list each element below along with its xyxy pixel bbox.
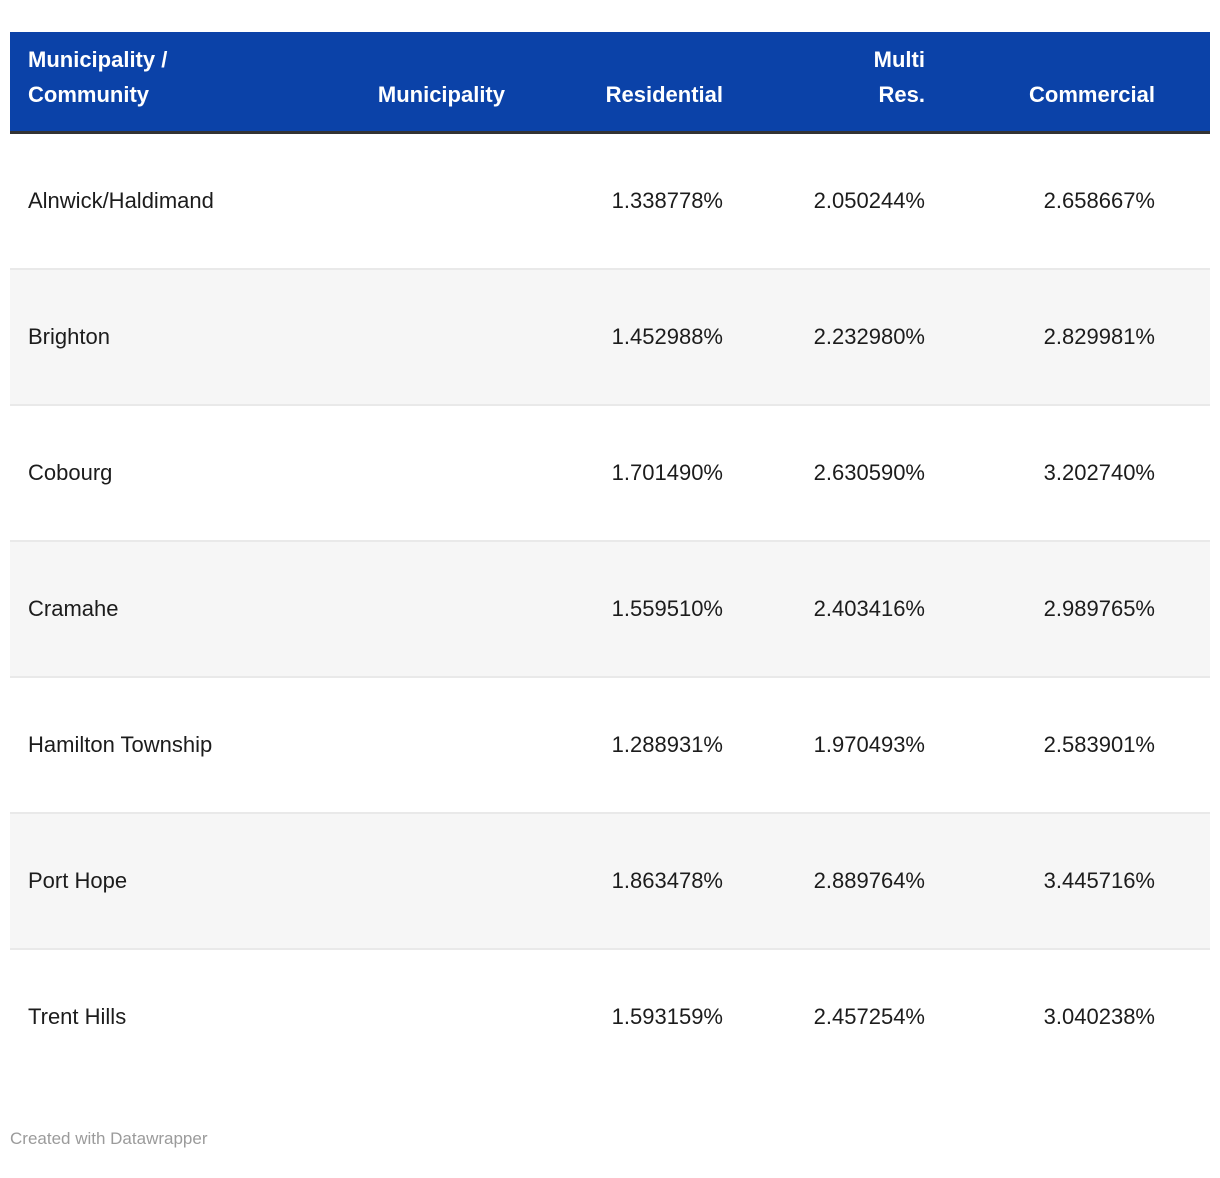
table-row: Hamilton Township 1.288931% 1.970493% 2.… [10,675,1210,813]
cell-commercial: 2.583901% [935,675,1210,813]
table-row: Brighton 1.452988% 2.232980% 2.829981% [10,267,1210,405]
table-row: Alnwick/Haldimand 1.338778% 2.050244% 2.… [10,133,1210,269]
cell-commercial: 2.658667% [1043,187,1155,213]
cell-municipality [330,675,515,813]
column-header-residential: Residential [515,32,733,134]
cell-residential: 1.863478% [515,811,733,949]
cell-community: Brighton [10,267,330,405]
tax-rates-table: Municipality / Community Municipality Re… [10,32,1210,1085]
cell-commercial: 2.989765% [935,539,1210,677]
table-row: Cramahe 1.559510% 2.403416% 2.989765% [10,539,1210,677]
cell-community: Cobourg [10,403,330,541]
cell-commercial: 2.829981% [935,267,1210,405]
cell-municipality [330,539,515,677]
cell-community: Cramahe [10,539,330,677]
cell-community: Port Hope [10,811,330,949]
cell-municipality [330,267,515,405]
table-row: Trent Hills 1.593159% 2.457254% 3.040238… [10,947,1210,1085]
chart-footer: Created with Datawrapper [10,1129,1210,1149]
column-header-municipality-community: Municipality / Community [10,32,330,134]
cell-multi-res: 2.403416% [733,539,935,677]
cell-multi-res: 2.630590% [733,403,935,541]
table-row: Port Hope 1.863478% 2.889764% 3.445716% [10,811,1210,949]
cell-commercial: 3.202740% [935,403,1210,541]
cell-municipality [330,947,515,1085]
cell-community: Alnwick/Haldimand [28,187,214,213]
table-row: Cobourg 1.701490% 2.630590% 3.202740% [10,403,1210,541]
cell-commercial: 3.445716% [935,811,1210,949]
cell-multi-res: 2.050244% [813,187,925,213]
cell-multi-res: 2.457254% [733,947,935,1085]
header-row: Municipality / Community Municipality Re… [10,32,1210,134]
cell-municipality [330,811,515,949]
cell-residential: 1.701490% [515,403,733,541]
cell-municipality [330,133,515,269]
cell-community: Hamilton Township [10,675,330,813]
cell-residential: 1.288931% [515,675,733,813]
table-header: Municipality / Community Municipality Re… [10,32,1210,134]
table-body: Alnwick/Haldimand 1.338778% 2.050244% 2.… [10,133,1210,1085]
cell-multi-res: 1.970493% [733,675,935,813]
cell-residential: 1.593159% [515,947,733,1085]
datawrapper-table-visualization: Municipality / Community Municipality Re… [10,32,1210,1149]
cell-community: Trent Hills [10,947,330,1085]
column-header-multi-res: Multi Res. [733,32,935,134]
cell-multi-res: 2.889764% [733,811,935,949]
datawrapper-credit-link[interactable]: Created with Datawrapper [10,1128,208,1148]
cell-residential: 1.338778% [611,187,723,213]
cell-residential: 1.559510% [515,539,733,677]
cell-commercial: 3.040238% [935,947,1210,1085]
cell-municipality [330,403,515,541]
column-header-commercial: Commercial [935,32,1210,134]
cell-multi-res: 2.232980% [733,267,935,405]
column-header-municipality: Municipality [330,32,515,134]
cell-residential: 1.452988% [515,267,733,405]
